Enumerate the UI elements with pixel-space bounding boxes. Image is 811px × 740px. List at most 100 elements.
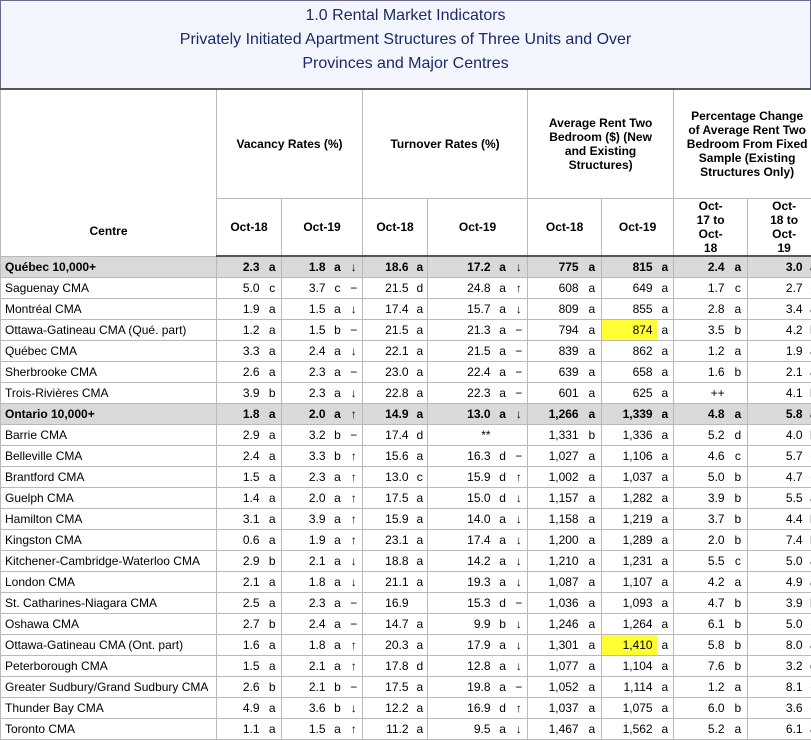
pct-change-1718: 4.7 — [674, 593, 729, 614]
pct-change-1819: 5.5 — [748, 488, 807, 509]
pct-change-1718-quality: a — [729, 572, 748, 593]
rent-oct18-quality: a — [583, 383, 602, 404]
pct-change-1718-quality: a — [729, 719, 748, 740]
rent-oct18: 601 — [528, 383, 583, 404]
row-centre-name: Ontario 10,000+ — [1, 404, 217, 425]
vacancy-trend-indicator: ↑ — [346, 635, 363, 656]
pct-change-1718-quality: a — [729, 256, 748, 278]
turnover-oct18-quality: a — [413, 299, 428, 320]
vacancy-oct19: 3.9 — [282, 509, 330, 530]
vacancy-trend-indicator: ↑ — [346, 656, 363, 677]
pct-change-1718-quality: b — [729, 488, 748, 509]
vacancy-oct18: 2.6 — [217, 677, 264, 698]
pct-change-1718: 5.2 — [674, 719, 729, 740]
vacancy-oct18-quality: b — [264, 677, 282, 698]
rent-oct19-quality: a — [657, 698, 674, 719]
vacancy-oct19-quality: a — [330, 256, 346, 278]
rental-indicators-table: Centre Vacancy Rates (%) Turnover Rates … — [0, 88, 811, 740]
vacancy-oct18: 2.9 — [217, 551, 264, 572]
turnover-oct19: 9.9 — [428, 614, 495, 635]
vacancy-trend-indicator: ↓ — [346, 256, 363, 278]
pct-change-1718: 3.9 — [674, 488, 729, 509]
turnover-oct19: 15.3 — [428, 593, 495, 614]
rent-oct18-quality: a — [583, 320, 602, 341]
rent-oct19-quality: a — [657, 256, 674, 278]
pct-change-1718-quality: a — [729, 299, 748, 320]
turnover-oct18-quality: a — [413, 362, 428, 383]
rent-oct18: 809 — [528, 299, 583, 320]
vacancy-oct19-quality: a — [330, 719, 346, 740]
vacancy-oct18: 2.7 — [217, 614, 264, 635]
turnover-oct18-quality: c — [413, 467, 428, 488]
row-centre-name: Kingston CMA — [1, 530, 217, 551]
vacancy-oct19-quality: c — [330, 278, 346, 299]
row-centre-name: Greater Sudbury/Grand Sudbury CMA — [1, 677, 217, 698]
pct-change-1819-quality: b — [807, 320, 811, 341]
vacancy-oct18: 2.3 — [217, 256, 264, 278]
vacancy-oct19: 2.1 — [282, 656, 330, 677]
turnover-trend-indicator: ↓ — [511, 719, 528, 740]
pct-change-1718: 2.0 — [674, 530, 729, 551]
rent-oct18: 1,036 — [528, 593, 583, 614]
turnover-oct19-quality: a — [495, 572, 511, 593]
vacancy-oct18-quality: a — [264, 256, 282, 278]
rent-oct19: 1,339 — [602, 404, 657, 425]
rent-oct18-quality: a — [583, 446, 602, 467]
rent-oct18: 1,467 — [528, 719, 583, 740]
vacancy-oct19-quality: a — [330, 383, 346, 404]
vacancy-oct18: 2.6 — [217, 362, 264, 383]
vacancy-trend-indicator: ↓ — [346, 572, 363, 593]
turnover-oct18: 11.2 — [363, 719, 413, 740]
turnover-trend-indicator: ↓ — [511, 656, 528, 677]
rent-oct18-quality: b — [583, 425, 602, 446]
rent-oct19-quality: a — [657, 383, 674, 404]
pct-change-1819: 4.2 — [748, 320, 807, 341]
vacancy-oct19-quality: b — [330, 446, 346, 467]
pct-change-1718: 5.0 — [674, 467, 729, 488]
vacancy-oct19: 3.7 — [282, 278, 330, 299]
pct-change-1819: 4.1 — [748, 383, 807, 404]
rent-oct18-quality: a — [583, 614, 602, 635]
pct-change-1819: 3.4 — [748, 299, 807, 320]
vacancy-oct18: 1.2 — [217, 320, 264, 341]
row-centre-name: St. Catharines-Niagara CMA — [1, 593, 217, 614]
vacancy-oct19-quality: a — [330, 635, 346, 656]
vacancy-trend-indicator: ↓ — [346, 551, 363, 572]
vacancy-trend-indicator: ↑ — [346, 530, 363, 551]
rent-oct19: 815 — [602, 256, 657, 278]
pct-change-1819-quality: c — [807, 467, 811, 488]
vacancy-oct18-quality: a — [264, 404, 282, 425]
pct-change-1819-quality: a — [807, 719, 811, 740]
turnover-oct19-quality: d — [495, 698, 511, 719]
vacancy-oct18-quality: a — [264, 362, 282, 383]
pct-change-1819: 7.4 — [748, 530, 807, 551]
pct-change-1718: 5.8 — [674, 635, 729, 656]
pct-change-1819-quality: b — [807, 425, 811, 446]
rent-oct18-quality: a — [583, 278, 602, 299]
pct-change-1718: 2.8 — [674, 299, 729, 320]
rent-oct19-quality: a — [657, 719, 674, 740]
pct-change-1718-quality: c — [729, 551, 748, 572]
rent-oct19: 1,264 — [602, 614, 657, 635]
turnover-oct18-quality: a — [413, 404, 428, 425]
rent-oct19-quality: a — [657, 593, 674, 614]
row-centre-name: Sherbrooke CMA — [1, 362, 217, 383]
rent-oct18: 775 — [528, 256, 583, 278]
vacancy-trend-indicator: − — [346, 362, 363, 383]
pct-change-1718: 1.6 — [674, 362, 729, 383]
vacancy-trend-indicator: ↑ — [346, 719, 363, 740]
vacancy-oct18-quality: b — [264, 614, 282, 635]
row-centre-name: Oshawa CMA — [1, 614, 217, 635]
pct-change-1718-quality: c — [729, 446, 748, 467]
vacancy-oct19-quality: b — [330, 698, 346, 719]
turnover-oct19: ** — [428, 425, 495, 446]
vacancy-oct19: 2.4 — [282, 614, 330, 635]
rent-oct18-quality: a — [583, 256, 602, 278]
turnover-oct18: 15.6 — [363, 446, 413, 467]
vacancy-oct19-quality: a — [330, 530, 346, 551]
turnover-oct18-quality — [413, 593, 428, 614]
row-centre-name: Barrie CMA — [1, 425, 217, 446]
